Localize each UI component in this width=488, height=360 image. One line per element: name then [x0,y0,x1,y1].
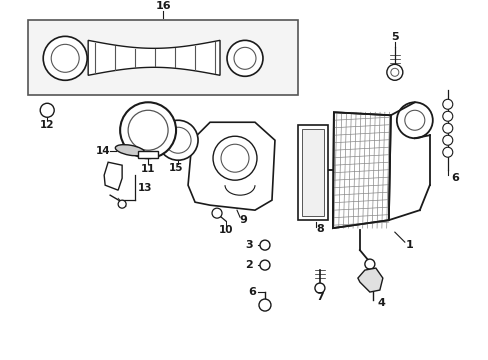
Circle shape [442,99,452,109]
Text: 7: 7 [315,292,323,302]
Circle shape [118,200,126,208]
Circle shape [442,147,452,157]
Circle shape [51,44,79,72]
Text: 2: 2 [244,260,252,270]
Circle shape [226,40,263,76]
Text: 14: 14 [96,146,110,156]
Text: 6: 6 [450,173,458,183]
Text: 9: 9 [239,215,246,225]
Text: 11: 11 [141,164,155,174]
Circle shape [386,64,402,80]
Circle shape [260,240,269,250]
Circle shape [43,36,87,80]
Circle shape [404,110,424,130]
Text: 15: 15 [168,163,183,173]
Text: 1: 1 [405,240,413,250]
Text: 6: 6 [247,287,255,297]
Circle shape [40,103,54,117]
Polygon shape [104,162,122,190]
Circle shape [128,110,168,150]
Circle shape [300,200,314,214]
Text: 12: 12 [40,120,54,130]
Circle shape [212,208,222,218]
Polygon shape [88,40,220,75]
Text: 13: 13 [138,183,152,193]
Circle shape [314,283,324,293]
Text: 8: 8 [315,224,323,234]
Text: 4: 4 [377,298,385,308]
Polygon shape [188,122,274,210]
Ellipse shape [115,145,144,156]
Circle shape [158,120,198,160]
Circle shape [120,102,176,158]
Circle shape [213,136,257,180]
Bar [138,151,158,158]
Text: 5: 5 [390,32,398,42]
Circle shape [442,135,452,145]
Circle shape [442,123,452,133]
Text: 10: 10 [218,225,233,235]
Circle shape [234,47,255,69]
Circle shape [396,102,432,138]
Bar [297,125,327,220]
Circle shape [442,111,452,121]
Bar [28,21,297,95]
Circle shape [165,127,191,153]
Text: 3: 3 [244,240,252,250]
Circle shape [259,299,270,311]
Bar [301,129,323,216]
Circle shape [260,260,269,270]
Circle shape [221,144,248,172]
Circle shape [390,68,398,76]
Text: 16: 16 [155,1,170,12]
Polygon shape [357,268,382,292]
Circle shape [364,259,374,269]
Polygon shape [332,112,390,228]
